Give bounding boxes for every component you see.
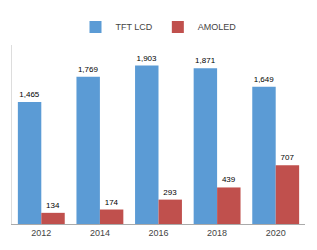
svg-text:1,649: 1,649: [254, 75, 275, 84]
svg-text:439: 439: [222, 175, 236, 184]
svg-text:TFT LCD: TFT LCD: [116, 22, 153, 32]
svg-text:2020: 2020: [266, 228, 286, 238]
svg-text:1,465: 1,465: [19, 90, 40, 99]
svg-text:293: 293: [163, 188, 177, 197]
svg-text:2012: 2012: [31, 228, 51, 238]
svg-text:1,871: 1,871: [195, 56, 216, 65]
svg-text:2016: 2016: [148, 228, 168, 238]
svg-text:AMOLED: AMOLED: [198, 22, 237, 32]
svg-text:707: 707: [280, 153, 294, 162]
svg-text:174: 174: [105, 198, 119, 207]
svg-text:2014: 2014: [90, 228, 110, 238]
svg-text:134: 134: [46, 201, 60, 210]
svg-text:1,769: 1,769: [78, 65, 99, 74]
svg-text:1,903: 1,903: [136, 54, 157, 63]
svg-text:2018: 2018: [207, 228, 227, 238]
